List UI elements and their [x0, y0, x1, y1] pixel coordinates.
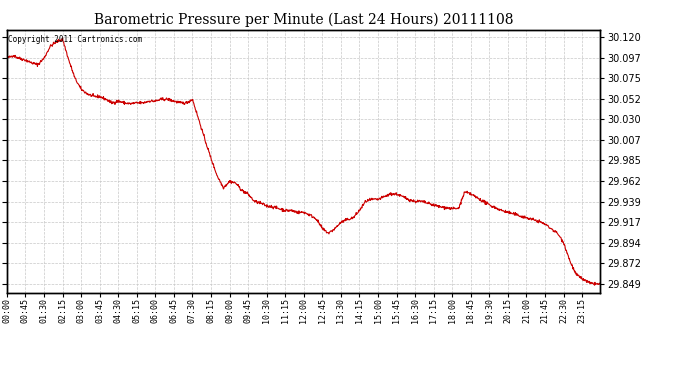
Title: Barometric Pressure per Minute (Last 24 Hours) 20111108: Barometric Pressure per Minute (Last 24 … [94, 13, 513, 27]
Text: Copyright 2011 Cartronics.com: Copyright 2011 Cartronics.com [8, 35, 142, 44]
